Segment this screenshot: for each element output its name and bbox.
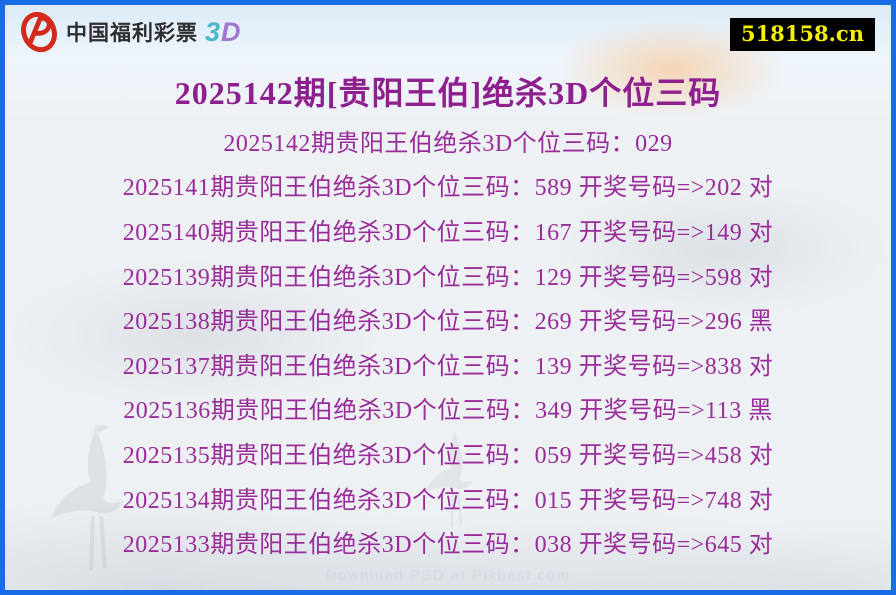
prediction-row: 2025140期贵阳王伯绝杀3D个位三码：167 开奖号码=>149 对 (122, 219, 774, 246)
background-watermark: Download PSD at Pikbest.com (325, 567, 571, 584)
page-title: 2025142期[贵阳王伯]绝杀3D个位三码 (174, 75, 722, 111)
predictions-main: 2025142期[贵阳王伯]绝杀3D个位三码 2025142期贵阳王伯绝杀3D个… (5, 68, 891, 564)
prediction-row: 2025136期贵阳王伯绝杀3D个位三码：349 开奖号码=>113 黑 (123, 398, 773, 425)
china-welfare-lottery-logo-icon (19, 11, 59, 53)
prediction-list: 2025142期贵阳王伯绝杀3D个位三码：029 2025141期贵阳王伯绝杀3… (5, 118, 891, 564)
prediction-row: 2025137期贵阳王伯绝杀3D个位三码：139 开奖号码=>838 对 (122, 353, 774, 380)
brand-name: 中国福利彩票 (66, 22, 198, 45)
site-header: 中国福利彩票 3D 518158.cn (5, 5, 891, 59)
prediction-row: 2025139期贵阳王伯绝杀3D个位三码：129 开奖号码=>598 对 (122, 264, 774, 291)
site-logo: 中国福利彩票 3D (19, 11, 242, 53)
prediction-row: 2025141期贵阳王伯绝杀3D个位三码：589 开奖号码=>202 对 (122, 175, 774, 202)
prediction-row: 2025135期贵阳王伯绝杀3D个位三码：059 开奖号码=>458 对 (122, 442, 774, 469)
prediction-row: 2025133期贵阳王伯绝杀3D个位三码：038 开奖号码=>645 对 (122, 532, 774, 559)
prediction-row: 2025142期贵阳王伯绝杀3D个位三码：029 (223, 130, 673, 157)
site-url-badge: 518158.cn (729, 18, 875, 51)
brand-product-3d: 3D (205, 17, 242, 48)
brand-d: D (221, 16, 242, 47)
brand-3: 3 (205, 16, 222, 47)
prediction-row: 2025134期贵阳王伯绝杀3D个位三码：015 开奖号码=>748 对 (122, 487, 774, 514)
prediction-row: 2025138期贵阳王伯绝杀3D个位三码：269 开奖号码=>296 黑 (122, 309, 774, 336)
